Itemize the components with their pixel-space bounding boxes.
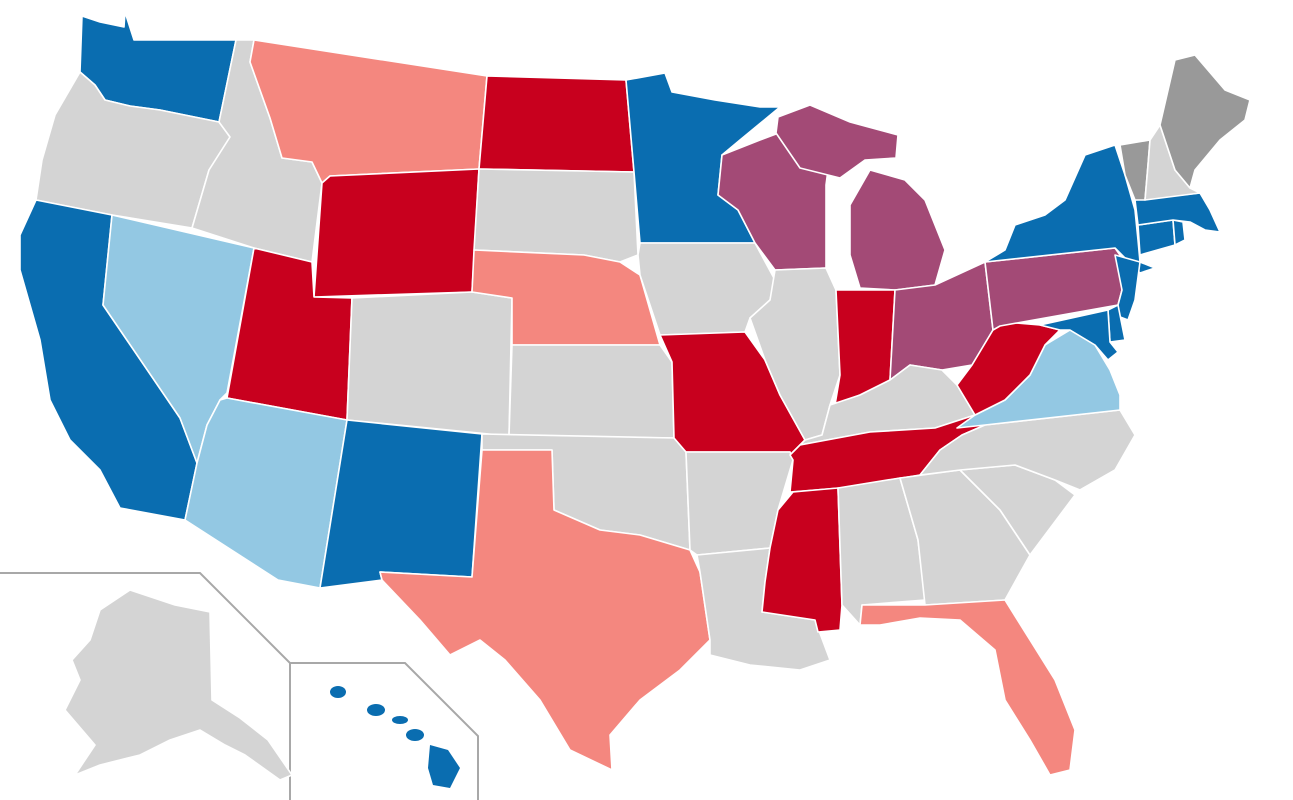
state-maine[interactable] [1159, 54, 1251, 189]
state-kansas[interactable] [508, 344, 675, 439]
state-michigan[interactable] [775, 104, 946, 291]
hawaii-island-oahu [367, 704, 385, 716]
state-south-dakota[interactable] [473, 168, 639, 263]
hawaii-island-maui [406, 729, 424, 741]
alaska-inset-frame [0, 572, 291, 800]
state-florida[interactable] [859, 599, 1076, 776]
state-rhode-island[interactable] [1172, 219, 1186, 246]
state-new-york[interactable] [984, 144, 1156, 274]
states-layer [19, 11, 1251, 788]
hawaii-island-kauai [330, 686, 346, 698]
state-new-mexico[interactable] [319, 419, 483, 589]
state-hawaii[interactable] [330, 686, 460, 788]
state-north-dakota[interactable] [478, 75, 635, 173]
state-massachusetts[interactable] [1134, 192, 1221, 233]
state-maryland[interactable] [1039, 309, 1119, 361]
hawaii-island-molokai [392, 716, 408, 724]
state-north-carolina[interactable] [919, 409, 1136, 491]
hawaii-island-big-island [428, 745, 460, 788]
state-colorado[interactable] [346, 291, 513, 437]
state-alaska[interactable] [64, 589, 293, 781]
hawaii-inset-frame [290, 662, 479, 800]
state-texas[interactable] [379, 449, 711, 771]
state-wyoming[interactable] [313, 168, 480, 298]
state-new-jersey[interactable] [1114, 254, 1141, 321]
state-iowa[interactable] [637, 242, 776, 336]
